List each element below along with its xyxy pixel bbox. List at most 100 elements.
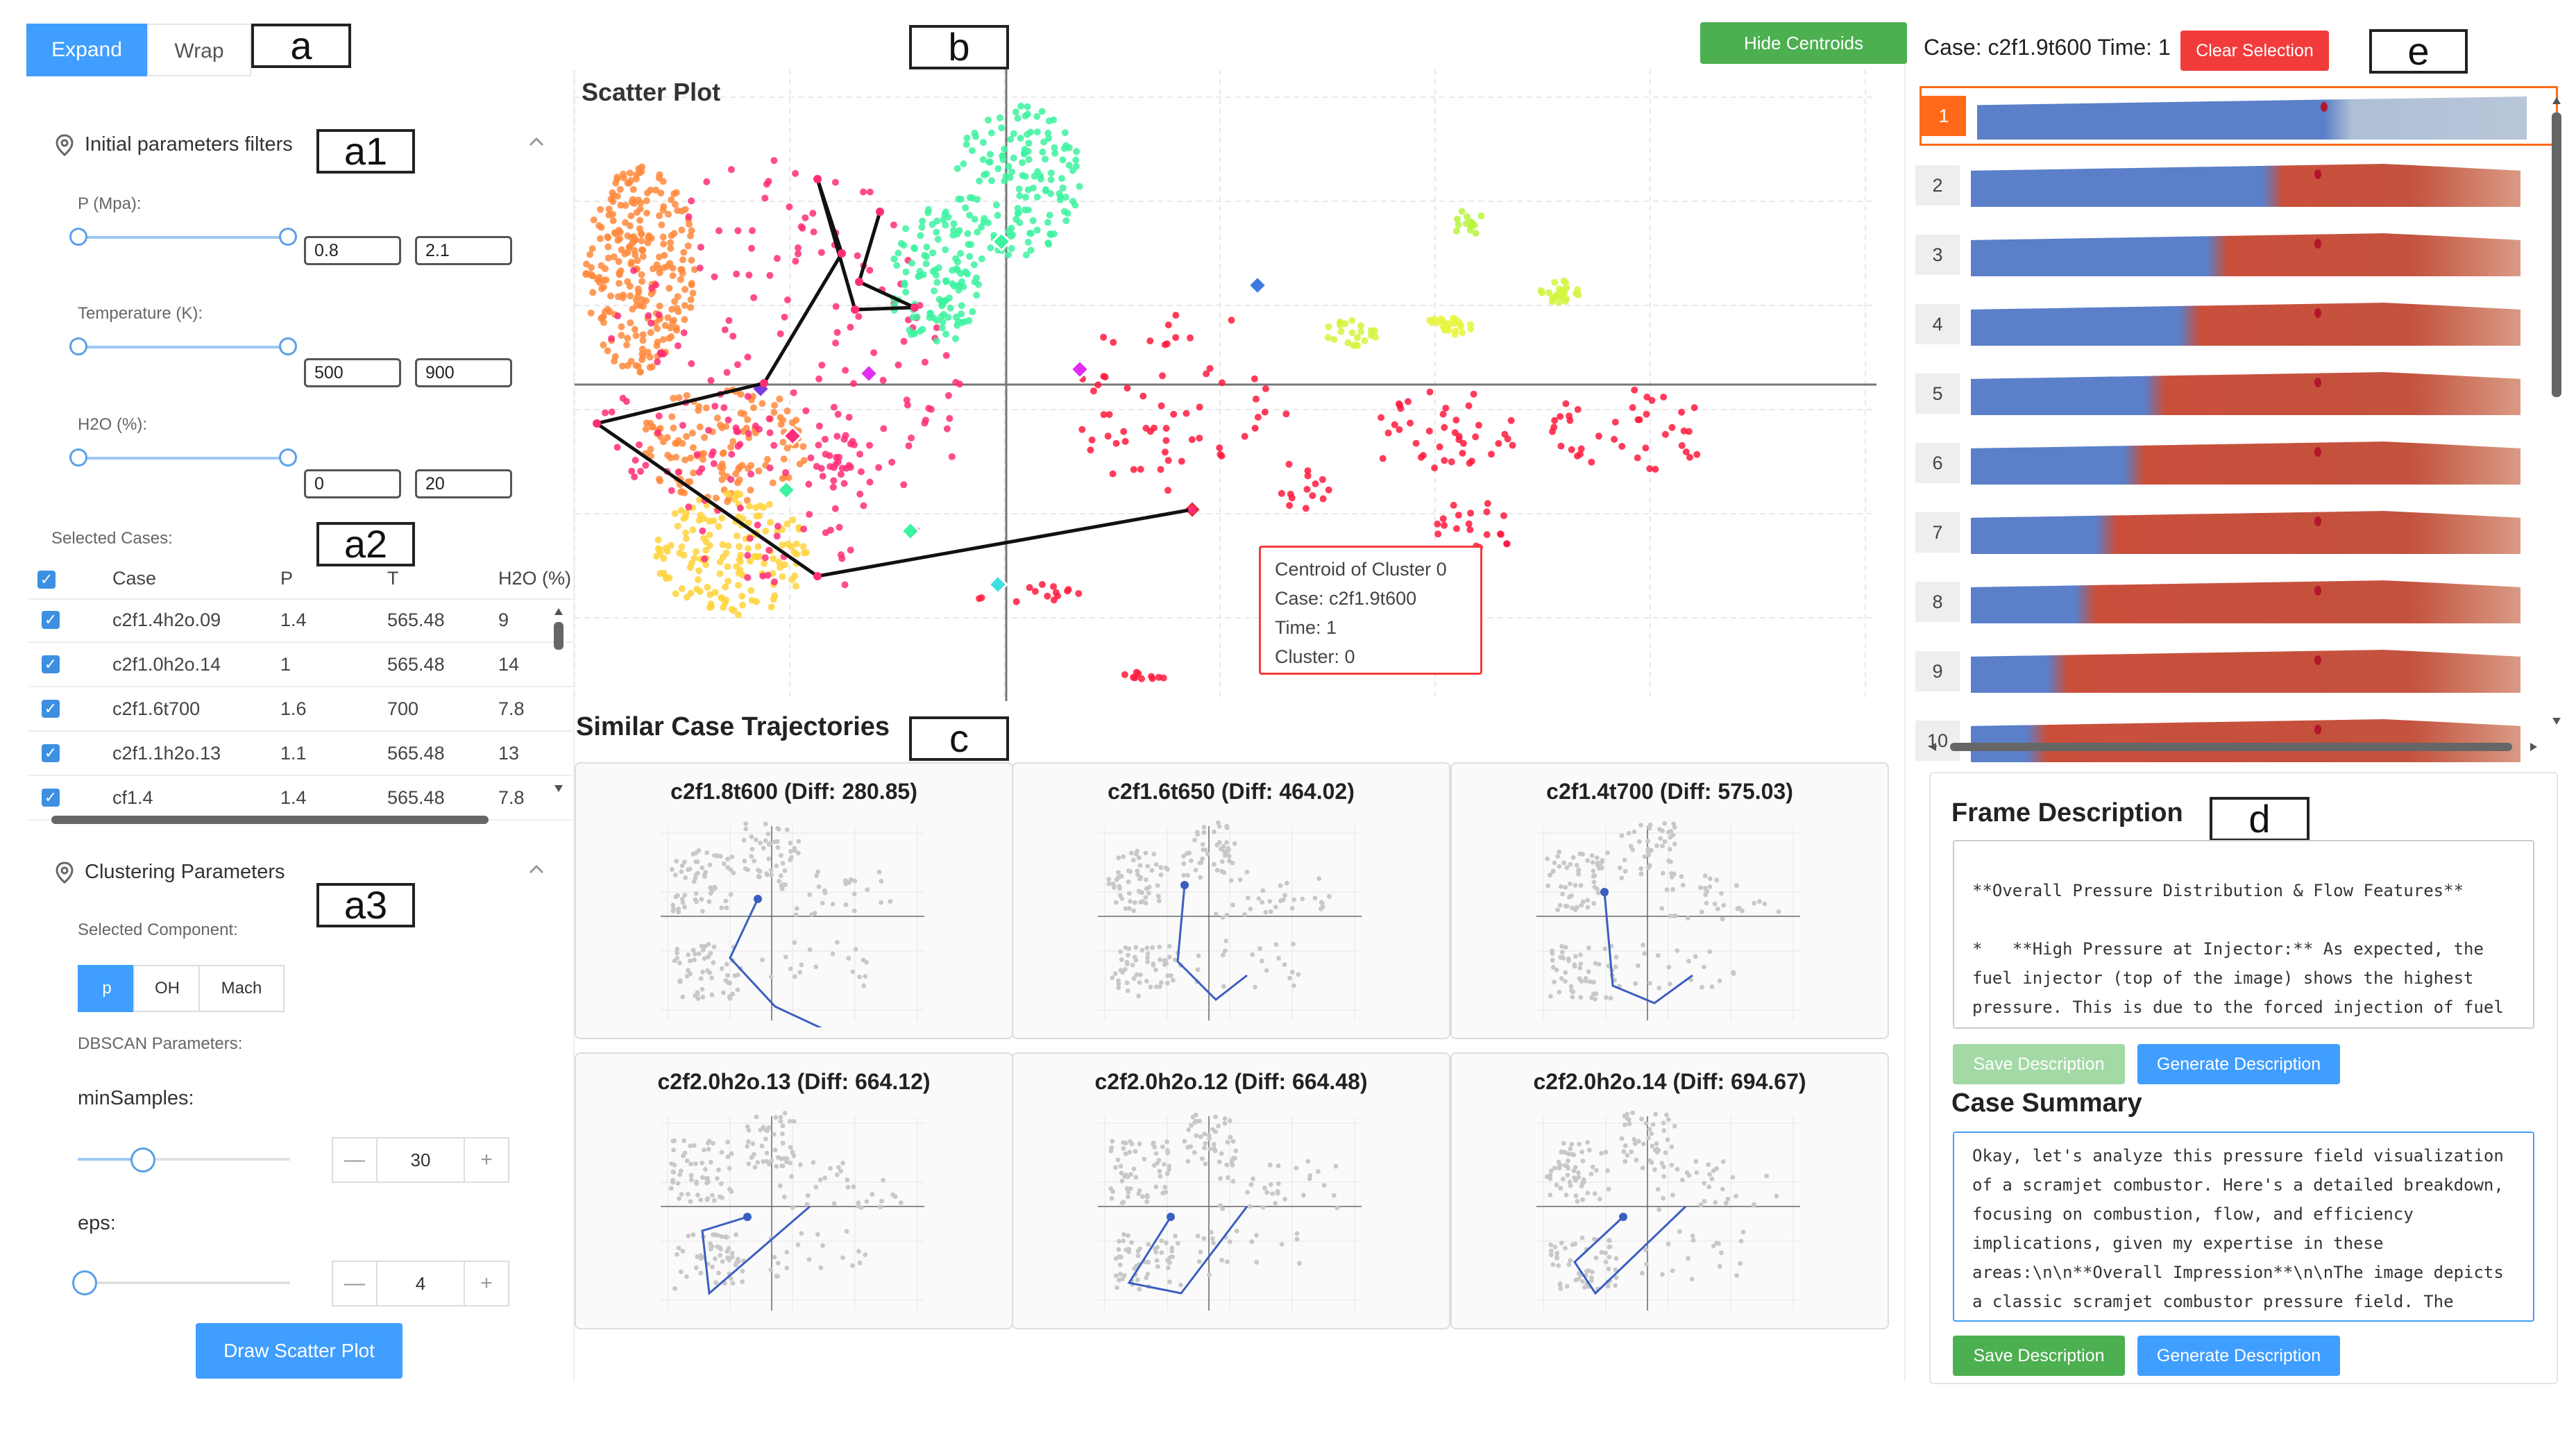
eps-slider-handle[interactable]	[72, 1270, 97, 1295]
p-slider-min-handle[interactable]	[69, 228, 87, 246]
h2o-max-input[interactable]: 20	[415, 469, 512, 498]
cases-hscrollbar[interactable]	[51, 816, 489, 824]
scroll-up-arrow-icon[interactable]	[2552, 97, 2561, 104]
save-frame-description-button[interactable]: Save Description	[1953, 1044, 2125, 1084]
h2o-min-input[interactable]: 0	[304, 469, 401, 498]
temperature-slider-track[interactable]	[78, 346, 287, 348]
similar-case-panel[interactable]: c2f2.0h2o.13 (Diff: 664.12)	[575, 1052, 1013, 1329]
temperature-slider-max-handle[interactable]	[279, 337, 297, 355]
eps-slider-track[interactable]	[78, 1281, 290, 1284]
panel-label-a1: a1	[316, 129, 415, 174]
decrement-icon[interactable]: —	[333, 1262, 378, 1305]
frame-row[interactable]: 4	[1915, 294, 2554, 354]
pressure-field-thumbnail[interactable]	[1971, 511, 2520, 554]
pressure-field-thumbnail[interactable]	[1971, 650, 2520, 693]
increment-icon[interactable]: +	[464, 1138, 508, 1181]
eps-stepper[interactable]: — 4 +	[332, 1261, 509, 1306]
h2o-slider-max-handle[interactable]	[279, 448, 297, 466]
temperature-slider-min-handle[interactable]	[69, 337, 87, 355]
scroll-down-arrow-icon[interactable]	[2552, 718, 2561, 725]
frame-row[interactable]: 3	[1915, 225, 2554, 285]
pressure-field-thumbnail[interactable]	[1977, 96, 2527, 140]
eps-value[interactable]: 4	[415, 1273, 426, 1294]
pressure-field-thumbnail[interactable]	[1971, 719, 2520, 762]
component-oh-button[interactable]: OH	[133, 965, 201, 1012]
similar-case-panel[interactable]: c2f1.8t600 (Diff: 280.85)	[575, 762, 1013, 1039]
case-name: c2f1.1h2o.13	[112, 743, 221, 764]
tab-expand[interactable]: Expand	[26, 24, 147, 76]
case-summary-textarea[interactable]: Okay, let's analyze this pressure field …	[1953, 1132, 2534, 1322]
frame-description-textarea[interactable]: **Overall Pressure Distribution & Flow F…	[1953, 840, 2534, 1029]
frames-hscroll-thumb[interactable]	[1950, 743, 2512, 751]
similar-case-panel[interactable]: c2f2.0h2o.14 (Diff: 694.67)	[1450, 1052, 1889, 1329]
scatter-plot-panel[interactable]: Scatter Plot Centroid of Cluster 0 Case:…	[575, 69, 1876, 701]
p-slider-track[interactable]	[78, 236, 287, 239]
scroll-up-arrow-icon[interactable]	[554, 608, 563, 615]
collapse-chevron-icon[interactable]	[529, 136, 544, 147]
case-row-checkbox[interactable]: ✓	[42, 655, 60, 673]
generate-frame-description-button[interactable]: Generate Description	[2137, 1044, 2340, 1084]
frame-number: 8	[1915, 582, 1960, 622]
save-case-summary-button[interactable]: Save Description	[1953, 1336, 2125, 1376]
p-max-input[interactable]: 2.1	[415, 236, 512, 265]
min-samples-slider-handle[interactable]	[130, 1147, 155, 1172]
frame-row[interactable]: 5	[1915, 364, 2554, 423]
scroll-left-arrow-icon[interactable]	[1929, 743, 1936, 751]
tab-wrap[interactable]: Wrap	[147, 24, 251, 76]
hide-centroids-button[interactable]: Hide Centroids	[1700, 22, 1907, 64]
pressure-field-thumbnail[interactable]	[1971, 580, 2520, 623]
generate-case-summary-button[interactable]: Generate Description	[2137, 1336, 2340, 1376]
clustering-header[interactable]: Clustering Parameters	[56, 861, 285, 884]
pressure-field-thumbnail[interactable]	[1971, 164, 2520, 207]
row-divider	[28, 641, 573, 643]
frame-row[interactable]: 6	[1915, 433, 2554, 493]
component-p-button[interactable]: p	[78, 965, 136, 1012]
frame-row[interactable]: 9	[1915, 641, 2554, 701]
cases-vscrollbar[interactable]	[554, 608, 564, 794]
min-samples-value[interactable]: 30	[410, 1150, 431, 1170]
similar-case-panel[interactable]: c2f1.6t650 (Diff: 464.02)	[1012, 762, 1450, 1039]
increment-icon[interactable]: +	[464, 1262, 508, 1305]
frames-vscroll-thumb[interactable]	[2552, 112, 2561, 397]
temperature-min-input[interactable]: 500	[304, 358, 401, 387]
frames-vscrollbar[interactable]	[2551, 97, 2562, 729]
frame-row[interactable]: 1	[1920, 86, 2558, 146]
mini-trajectory-plot	[1536, 821, 1800, 1020]
pressure-field-thumbnail[interactable]	[1971, 303, 2520, 346]
component-mach-button[interactable]: Mach	[198, 965, 285, 1012]
p-slider-max-handle[interactable]	[279, 228, 297, 246]
draw-scatter-plot-button[interactable]: Draw Scatter Plot	[196, 1323, 402, 1379]
case-row-checkbox[interactable]: ✓	[42, 611, 60, 629]
frame-row[interactable]: 7	[1915, 503, 2554, 562]
similar-case-panel[interactable]: c2f2.0h2o.12 (Diff: 664.48)	[1012, 1052, 1450, 1329]
decrement-icon[interactable]: —	[333, 1138, 378, 1181]
frame-row[interactable]: 2	[1915, 155, 2554, 215]
frame-row[interactable]: 8	[1915, 572, 2554, 632]
h2o-slider-min-handle[interactable]	[69, 448, 87, 466]
pressure-field-thumbnail[interactable]	[1971, 372, 2520, 415]
frame-number: 10	[1915, 721, 1960, 761]
min-samples-stepper[interactable]: — 30 +	[332, 1137, 509, 1183]
case-row-checkbox[interactable]: ✓	[42, 700, 60, 718]
scroll-right-arrow-icon[interactable]	[2530, 743, 2537, 751]
temperature-max-input[interactable]: 900	[415, 358, 512, 387]
similar-case-panel[interactable]: c2f1.4t700 (Diff: 575.03)	[1450, 762, 1889, 1039]
select-all-checkbox[interactable]: ✓	[37, 571, 56, 589]
scatter-plot[interactable]	[575, 69, 1876, 701]
cases-vscroll-thumb[interactable]	[554, 622, 564, 650]
min-samples-slider-fill[interactable]	[78, 1158, 143, 1161]
collapse-chevron-icon[interactable]	[529, 864, 544, 875]
similar-trajectories-title: Similar Case Trajectories	[576, 712, 890, 741]
filters-header[interactable]: Initial parameters filters	[56, 133, 293, 156]
pressure-field-thumbnail[interactable]	[1971, 233, 2520, 276]
frame-row[interactable]: 10	[1915, 711, 2554, 771]
case-row-checkbox[interactable]: ✓	[42, 789, 60, 807]
frames-hscrollbar[interactable]	[1929, 741, 2540, 752]
p-min-input[interactable]: 0.8	[304, 236, 401, 265]
clear-selection-button[interactable]: Clear Selection	[2180, 31, 2329, 71]
h2o-slider-track[interactable]	[78, 457, 287, 460]
min-samples-slider-track[interactable]	[143, 1158, 290, 1161]
case-row-checkbox[interactable]: ✓	[42, 744, 60, 762]
scroll-down-arrow-icon[interactable]	[554, 785, 563, 792]
pressure-field-thumbnail[interactable]	[1971, 441, 2520, 485]
